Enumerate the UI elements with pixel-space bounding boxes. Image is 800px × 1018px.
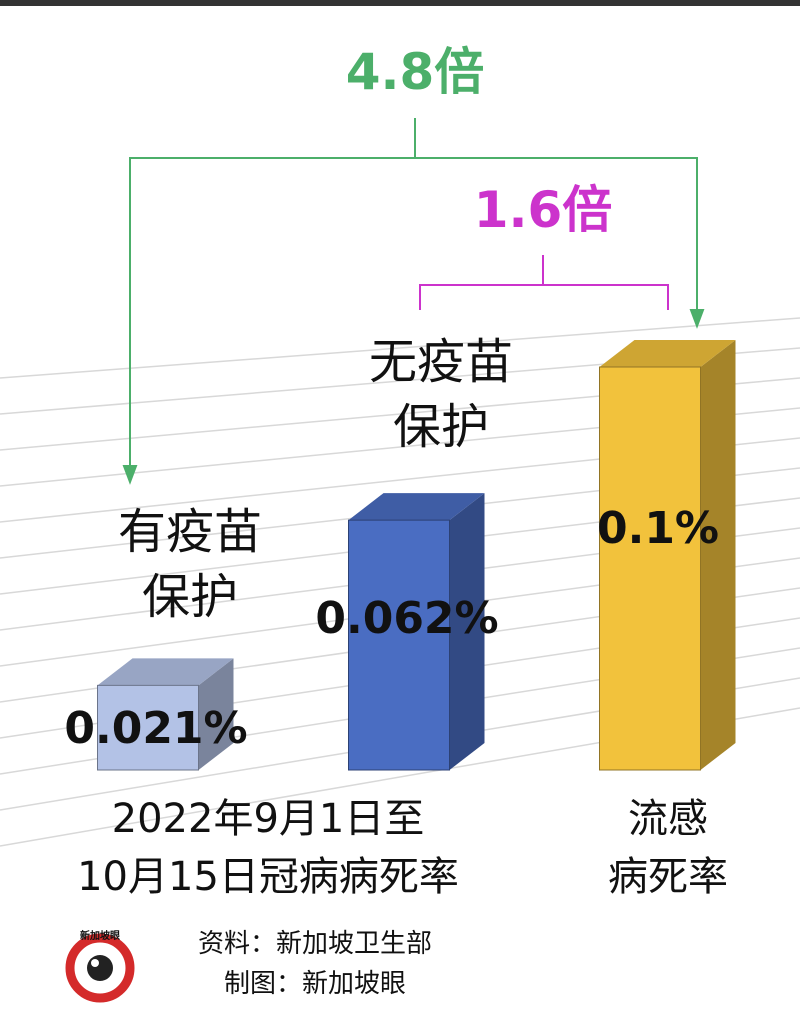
bar-side	[700, 340, 736, 770]
bar-top	[97, 658, 234, 686]
brackets	[122, 118, 705, 485]
bar-top	[348, 493, 485, 521]
source: 资料：新加坡卫生部	[197, 929, 433, 959]
value-label: 0.021%	[64, 703, 248, 754]
category-label: 无疫苗 保护	[368, 334, 514, 455]
credit: 制图：新加坡眼	[223, 969, 407, 999]
bar-top	[599, 340, 736, 367]
annotation: 1.6倍	[473, 181, 613, 239]
bracket-4-8	[129, 118, 698, 470]
logo	[65, 933, 135, 1003]
value-label: 0.062%	[315, 593, 499, 644]
bar	[348, 519, 450, 771]
bars	[97, 340, 736, 771]
logo-text: 新加坡眼	[80, 931, 120, 942]
grid-line-deco	[0, 317, 800, 379]
arrowheads-green	[122, 309, 705, 485]
annotation: 4.8倍	[345, 43, 485, 101]
bar	[97, 684, 199, 771]
bar	[599, 366, 701, 771]
bar-side	[449, 493, 485, 770]
group-label: 2022年9月1日至 10月15日冠病病死率	[77, 796, 459, 900]
category-label: 有疫苗 保护	[117, 504, 263, 625]
bracket-1-6	[419, 255, 669, 310]
top-strip	[0, 0, 800, 6]
group-label: 流感 病死率	[608, 796, 728, 900]
value-label: 0.1%	[596, 503, 720, 554]
bar-side	[198, 658, 234, 770]
